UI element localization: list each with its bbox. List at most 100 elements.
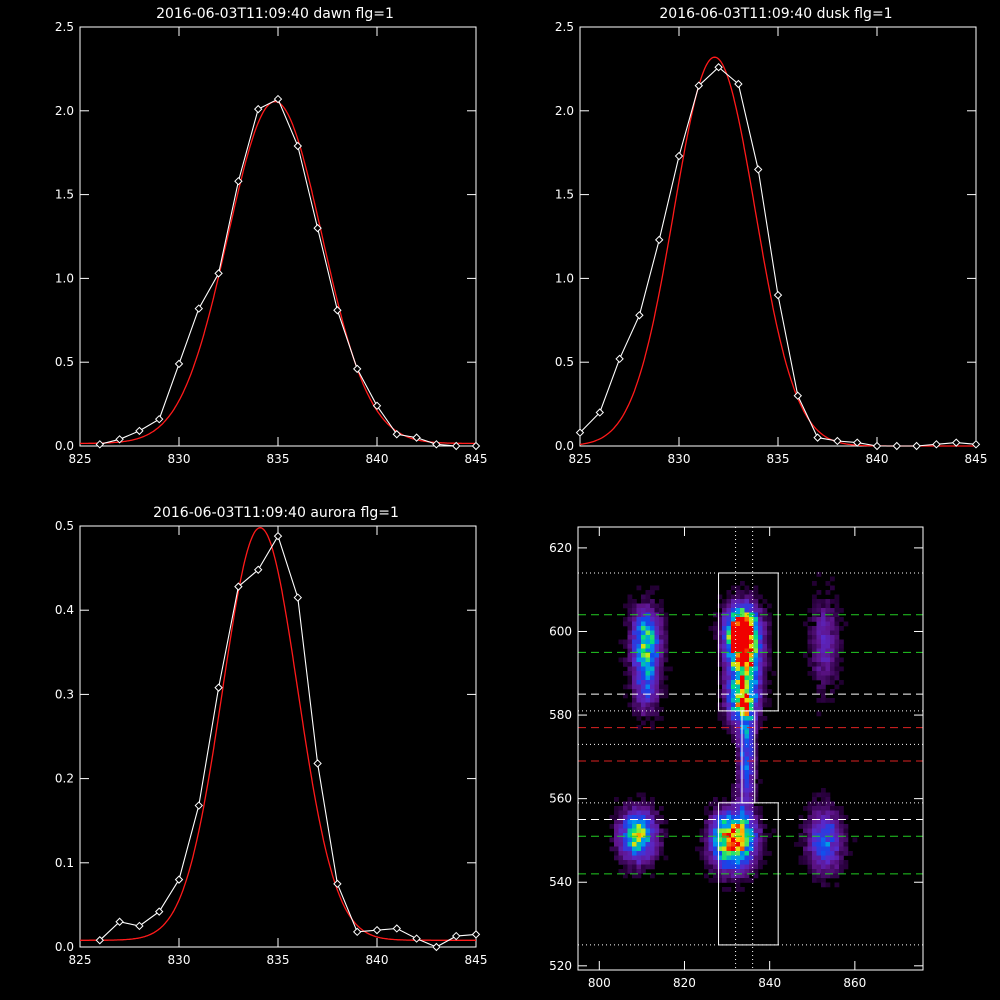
data-point	[932, 440, 941, 449]
data-point	[654, 235, 664, 245]
x-tick-label: 825	[69, 452, 92, 466]
data-point	[154, 907, 164, 916]
y-tick-label: 0.0	[55, 439, 74, 453]
y-tick-label: 1.0	[555, 271, 574, 285]
x-tick-label: 830	[168, 452, 191, 466]
y-tick-label: 1.5	[555, 188, 574, 202]
data-point	[575, 428, 585, 437]
axes-frame	[79, 26, 477, 447]
y-tick-label: 0.0	[555, 439, 574, 453]
axes-frame	[79, 525, 477, 948]
x-tick-label: 830	[668, 452, 691, 466]
heatmap-cells	[609, 572, 858, 892]
panel-title: 2016-06-03T11:09:40 dusk flg=1	[659, 6, 892, 22]
data-point	[392, 430, 402, 439]
data-point	[273, 94, 283, 104]
data-point	[372, 925, 382, 935]
data-point	[234, 176, 243, 186]
region-box	[741, 710, 756, 804]
panel-dawn: 2016-06-03T11:09:40 dawn flg=1 825 830 835…	[55, 6, 488, 466]
data-point	[432, 440, 441, 449]
data-point	[313, 759, 322, 768]
data-point	[115, 917, 124, 926]
y-tick-label: 1.5	[55, 188, 74, 202]
x-tick-label: 845	[465, 452, 488, 466]
data-point	[734, 79, 743, 89]
y-tick-label: 1.0	[55, 271, 74, 285]
data-point	[333, 879, 342, 889]
y-tick-label: 540	[549, 875, 572, 889]
data-point	[852, 438, 862, 447]
x-tick-label: 800	[588, 976, 611, 990]
panel-dusk: 2016-06-03T11:09:40 dusk flg=1 825 830 835…	[555, 6, 988, 466]
x-tick-label: 840	[758, 976, 781, 990]
x-tick-label: 825	[569, 452, 592, 466]
data-point	[971, 440, 981, 449]
panel-heatmap: 800 820 840 860 520 540 560 580 600 620	[549, 526, 924, 990]
data-point	[95, 936, 105, 945]
y-tick-label: 560	[549, 792, 572, 806]
y-tick-label: 2.0	[555, 104, 574, 118]
x-tick-label: 835	[267, 452, 290, 466]
data-point	[912, 441, 921, 451]
x-tick-label: 835	[767, 452, 790, 466]
y-tick-label: 0.1	[55, 856, 74, 870]
data-point	[214, 683, 223, 692]
data-point	[833, 436, 842, 446]
data-point	[694, 81, 704, 90]
data-point	[135, 426, 144, 436]
y-tick-label: 620	[549, 541, 572, 555]
data-point	[471, 930, 481, 939]
x-tick-label: 840	[866, 452, 889, 466]
y-tick-label: 0.5	[55, 519, 74, 533]
x-tick-label: 830	[168, 953, 191, 967]
data-point	[951, 438, 961, 447]
data-point	[451, 931, 461, 941]
data-point	[174, 359, 184, 369]
data-point	[174, 875, 184, 884]
data-point	[451, 441, 461, 451]
axes-frame	[579, 26, 977, 447]
panel-aurora: 2016-06-03T11:09:40 aurora flg=1 825 830 8…	[55, 505, 488, 967]
panel-title: 2016-06-03T11:09:40 dawn flg=1	[156, 6, 394, 22]
data-point	[273, 531, 283, 541]
x-tick-label: 825	[69, 953, 92, 967]
data-line	[99, 534, 477, 948]
data-point	[595, 408, 605, 417]
data-point	[635, 311, 644, 320]
data-point	[135, 921, 144, 931]
data-point	[253, 104, 263, 114]
fit-curve	[80, 527, 476, 941]
data-point	[352, 364, 362, 374]
panel-title: 2016-06-03T11:09:40 aurora flg=1	[153, 505, 399, 521]
y-tick-label: 2.5	[555, 20, 574, 34]
y-tick-label: 0.5	[555, 355, 574, 369]
data-point	[293, 593, 303, 602]
data-point	[432, 942, 441, 952]
data-point	[154, 414, 164, 424]
data-point	[714, 63, 723, 72]
fit-curve	[80, 100, 476, 445]
data-point	[471, 441, 481, 451]
data-point	[234, 582, 243, 591]
x-tick-label: 845	[465, 953, 488, 967]
x-tick-label: 820	[673, 976, 696, 990]
data-point	[214, 269, 223, 278]
data-point	[352, 927, 362, 937]
x-tick-label: 840	[366, 452, 389, 466]
data-point	[615, 354, 624, 364]
x-tick-label: 845	[965, 452, 988, 466]
data-point	[793, 391, 803, 400]
x-tick-label: 840	[366, 953, 389, 967]
data-point	[194, 304, 204, 313]
data-point	[95, 440, 105, 449]
fit-curve	[579, 56, 976, 447]
data-point	[115, 435, 124, 444]
y-tick-label: 0.5	[55, 355, 74, 369]
data-line	[579, 66, 977, 447]
x-tick-label: 835	[267, 953, 290, 967]
data-line	[99, 98, 476, 447]
data-point	[253, 565, 263, 574]
y-tick-label: 520	[549, 959, 572, 973]
